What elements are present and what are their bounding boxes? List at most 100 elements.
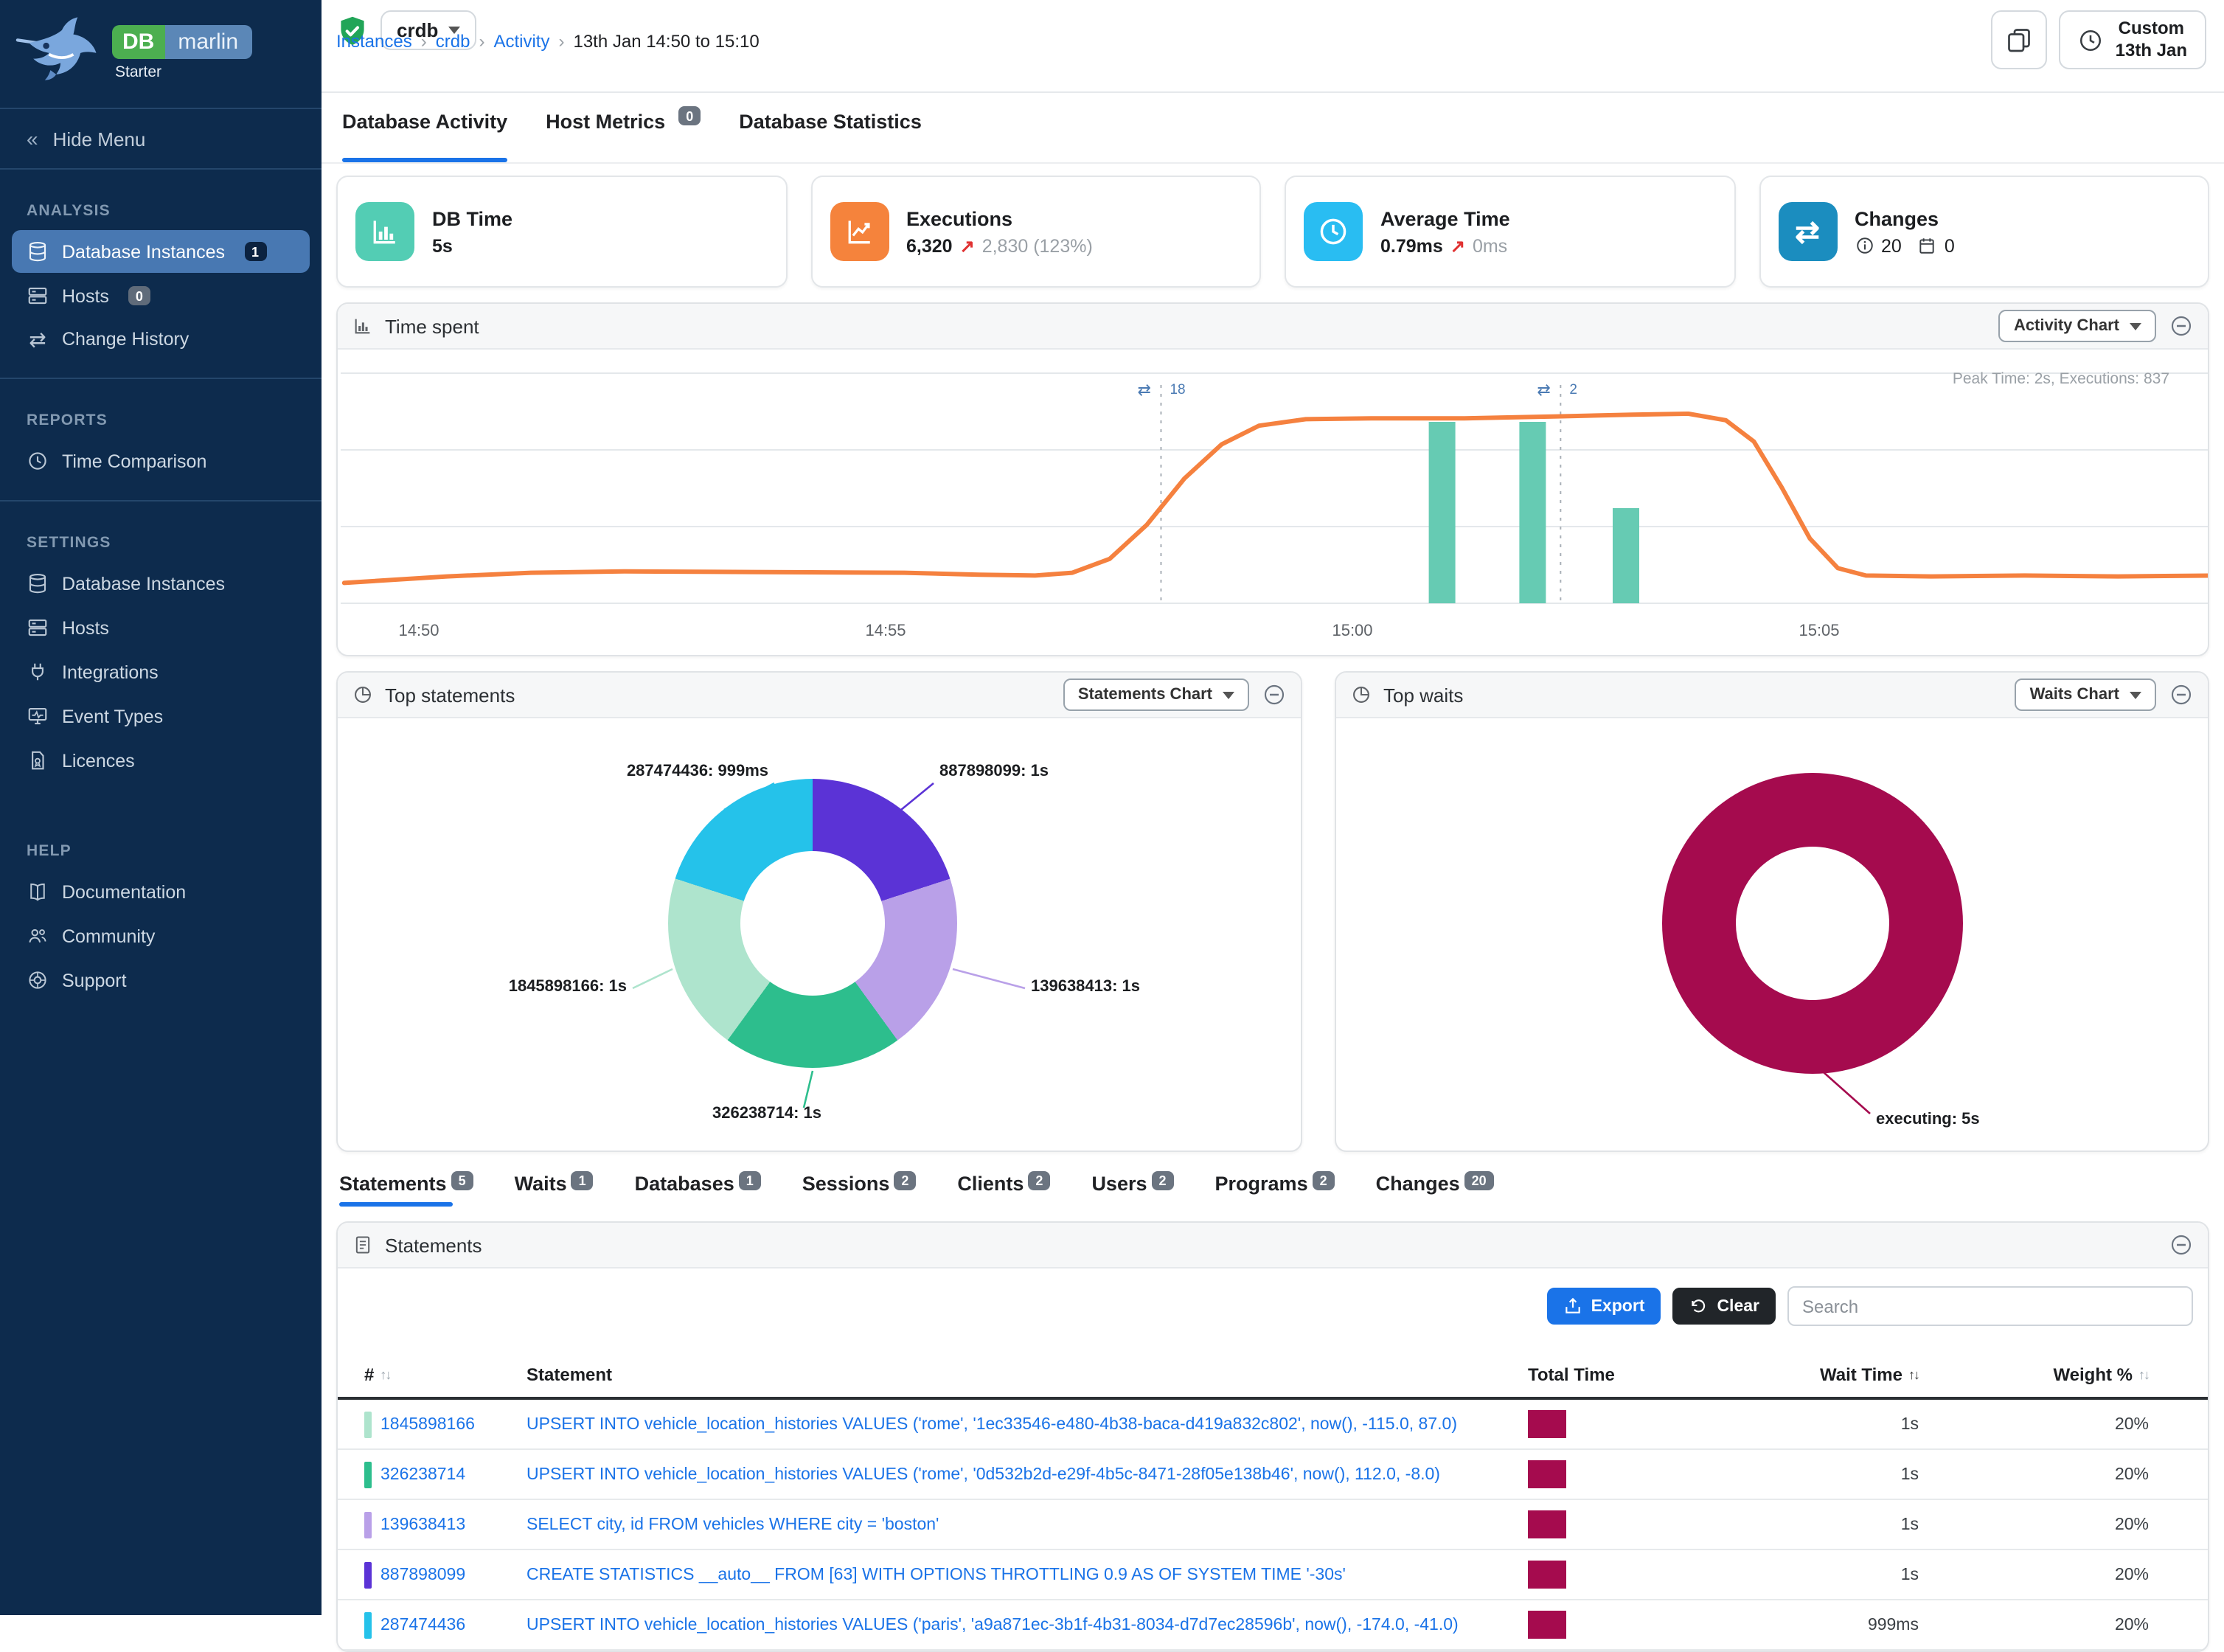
copy-link-button[interactable] xyxy=(1991,10,2048,69)
collapse-panel-icon[interactable] xyxy=(2169,683,2193,707)
breadcrumb-separator: › xyxy=(479,31,485,52)
sidebar-item-event-types[interactable]: Event Types xyxy=(12,695,310,738)
sidebar-item-integrations[interactable]: Integrations xyxy=(12,650,310,693)
statements-chart-dropdown[interactable]: Statements Chart xyxy=(1063,678,1249,711)
breadcrumb-crdb-link[interactable]: crdb xyxy=(435,31,470,52)
sidebar-section-settings: SETTINGS Database Instances Hosts Integr… xyxy=(0,502,322,782)
instance-selector-button[interactable]: crdb xyxy=(380,10,477,50)
breadcrumb-activity-link[interactable]: Activity xyxy=(493,31,550,52)
sidebar-item-licences[interactable]: Licences xyxy=(12,739,310,782)
waits-donut-chart[interactable]: executing: 5s xyxy=(1336,718,2208,1150)
tab-changes[interactable]: Changes 20 xyxy=(1376,1170,1494,1207)
statement-id-link[interactable]: 1845898166 xyxy=(380,1415,475,1433)
sidebar-item-settings-hosts[interactable]: Hosts xyxy=(12,606,310,649)
tab-clients[interactable]: Clients 2 xyxy=(957,1170,1051,1207)
tab-label: Statements xyxy=(339,1173,447,1195)
col-header-id[interactable]: # ↑↓ xyxy=(364,1364,392,1385)
col-header-total-time[interactable]: Total Time xyxy=(1528,1364,1615,1385)
statement-link[interactable]: SELECT city, id FROM vehicles WHERE city… xyxy=(527,1516,939,1533)
server-icon xyxy=(28,287,47,305)
statements-donut-chart[interactable]: 887898099: 1s 139638413: 1s 326238714: 1s 1… xyxy=(338,718,1301,1150)
dropdown-label: Activity Chart xyxy=(2013,317,2119,335)
panel-title: Statements xyxy=(385,1234,482,1256)
col-header-wait-time[interactable]: Wait Time ↑↓ xyxy=(1819,1364,1920,1385)
tab-label: Database Activity xyxy=(342,111,508,133)
sidebar-item-hosts[interactable]: Hosts 0 xyxy=(12,274,310,317)
activity-chart-dropdown[interactable]: Activity Chart xyxy=(1998,310,2156,342)
card-average-time: Average Time 0.79ms ↗ 0ms xyxy=(1285,176,1735,288)
donut-label: 287474436: 999ms xyxy=(626,763,768,780)
bar-chart-icon xyxy=(355,202,414,261)
sidebar-section-reports: REPORTS Time Comparison xyxy=(0,379,322,502)
panel-title: Top statements xyxy=(385,684,515,706)
card-title: DB Time xyxy=(432,207,513,229)
statement-link[interactable]: CREATE STATISTICS __auto__ FROM [63] WIT… xyxy=(527,1566,1346,1583)
hide-menu-button[interactable]: « Hide Menu xyxy=(0,109,322,170)
statement-id-link[interactable]: 326238714 xyxy=(380,1465,466,1483)
changes-event-count: 0 xyxy=(1944,235,1955,256)
search-input[interactable] xyxy=(1787,1286,2193,1326)
sidebar-item-label: Event Types xyxy=(62,706,164,726)
collapse-panel-icon[interactable] xyxy=(1262,683,1286,707)
sidebar-item-label: Hosts xyxy=(62,285,109,306)
svg-text:15:05: 15:05 xyxy=(1799,621,1839,639)
count-badge: 2 xyxy=(1151,1170,1174,1190)
statement-link[interactable]: UPSERT INTO vehicle_location_histories V… xyxy=(527,1465,1440,1483)
sidebar-item-label: Community xyxy=(62,926,156,946)
card-title: Average Time xyxy=(1380,207,1510,229)
statement-link[interactable]: UPSERT INTO vehicle_location_histories V… xyxy=(527,1616,1459,1634)
sidebar: DB marlin Starter « Hide Menu ANALYSIS D… xyxy=(0,0,322,1615)
tab-users[interactable]: Users 2 xyxy=(1091,1170,1174,1207)
sidebar-item-settings-database-instances[interactable]: Database Instances xyxy=(12,562,310,605)
tab-database-statistics[interactable]: Database Statistics xyxy=(739,111,922,162)
statement-id-link[interactable]: 287474436 xyxy=(380,1616,466,1634)
sidebar-item-database-instances[interactable]: Database Instances 1 xyxy=(12,230,310,273)
sidebar-item-support[interactable]: Support xyxy=(12,959,310,1002)
tab-sessions[interactable]: Sessions 2 xyxy=(802,1170,917,1207)
sidebar-item-label: Time Comparison xyxy=(62,451,207,471)
table-row: 326238714 UPSERT INTO vehicle_location_h… xyxy=(338,1450,2208,1500)
detail-tabs: Statements 5 Waits 1 Databases 1 Sessions 2 … xyxy=(336,1152,2209,1207)
sidebar-item-community[interactable]: Community xyxy=(12,914,310,957)
collapse-panel-icon[interactable] xyxy=(2169,1233,2193,1257)
card-delta: 2,830 (123%) xyxy=(981,235,1093,256)
tab-database-activity[interactable]: Database Activity xyxy=(342,111,508,162)
statement-id-link[interactable]: 887898099 xyxy=(380,1566,466,1583)
statement-link[interactable]: UPSERT INTO vehicle_location_histories V… xyxy=(527,1415,1457,1433)
donut-ring[interactable] xyxy=(668,779,957,1068)
sidebar-item-change-history[interactable]: ⇄ Change History xyxy=(12,319,310,360)
time-range-line1: Custom xyxy=(2118,18,2184,38)
export-button[interactable]: Export xyxy=(1546,1288,1661,1325)
time-spent-chart[interactable]: Peak Time: 2s, Executions: 837 ⇄ 18 ⇄ 2 14:5… xyxy=(338,350,2208,655)
weight-value: 20% xyxy=(2114,1415,2149,1433)
sidebar-item-documentation[interactable]: Documentation xyxy=(12,870,310,913)
waits-chart-dropdown[interactable]: Waits Chart xyxy=(2015,678,2156,711)
breadcrumb-instances-link[interactable]: Instances xyxy=(336,31,412,52)
sidebar-item-time-comparison[interactable]: Time Comparison xyxy=(12,440,310,482)
plug-icon xyxy=(32,663,44,681)
count-badge: 0 xyxy=(128,286,150,305)
calendar-icon xyxy=(1920,238,1935,254)
col-header-weight[interactable]: Weight % ↑↓ xyxy=(2053,1364,2150,1385)
marlin-fish-logo-icon xyxy=(15,15,106,90)
undo-icon xyxy=(1692,1299,1706,1313)
donut-label: 1845898166: 1s xyxy=(508,978,627,996)
statement-id-link[interactable]: 139638413 xyxy=(380,1516,466,1533)
breadcrumb-separator: › xyxy=(420,31,427,52)
tab-programs[interactable]: Programs 2 xyxy=(1215,1170,1335,1207)
tab-host-metrics[interactable]: Host Metrics 0 xyxy=(546,106,701,162)
brand-name: marlin xyxy=(164,24,252,58)
table-row: 887898099 CREATE STATISTICS __auto__ FRO… xyxy=(338,1550,2208,1600)
svg-text:18: 18 xyxy=(1170,382,1185,398)
tab-databases[interactable]: Databases 1 xyxy=(635,1170,761,1207)
donut-ring[interactable] xyxy=(1662,773,1963,1074)
statement-color-chip xyxy=(364,1411,372,1437)
tab-statements[interactable]: Statements 5 xyxy=(339,1170,473,1207)
collapse-panel-icon[interactable] xyxy=(2169,314,2193,338)
col-header-statement[interactable]: Statement xyxy=(527,1364,613,1385)
tab-waits[interactable]: Waits 1 xyxy=(515,1170,594,1207)
content: DB Time 5s Executions 6,320 ↗ 2,830 (123… xyxy=(322,164,2224,1652)
sort-icon: ↑↓ xyxy=(380,1367,392,1382)
clear-button[interactable]: Clear xyxy=(1672,1288,1776,1325)
time-range-button[interactable]: Custom 13th Jan xyxy=(2059,10,2206,69)
